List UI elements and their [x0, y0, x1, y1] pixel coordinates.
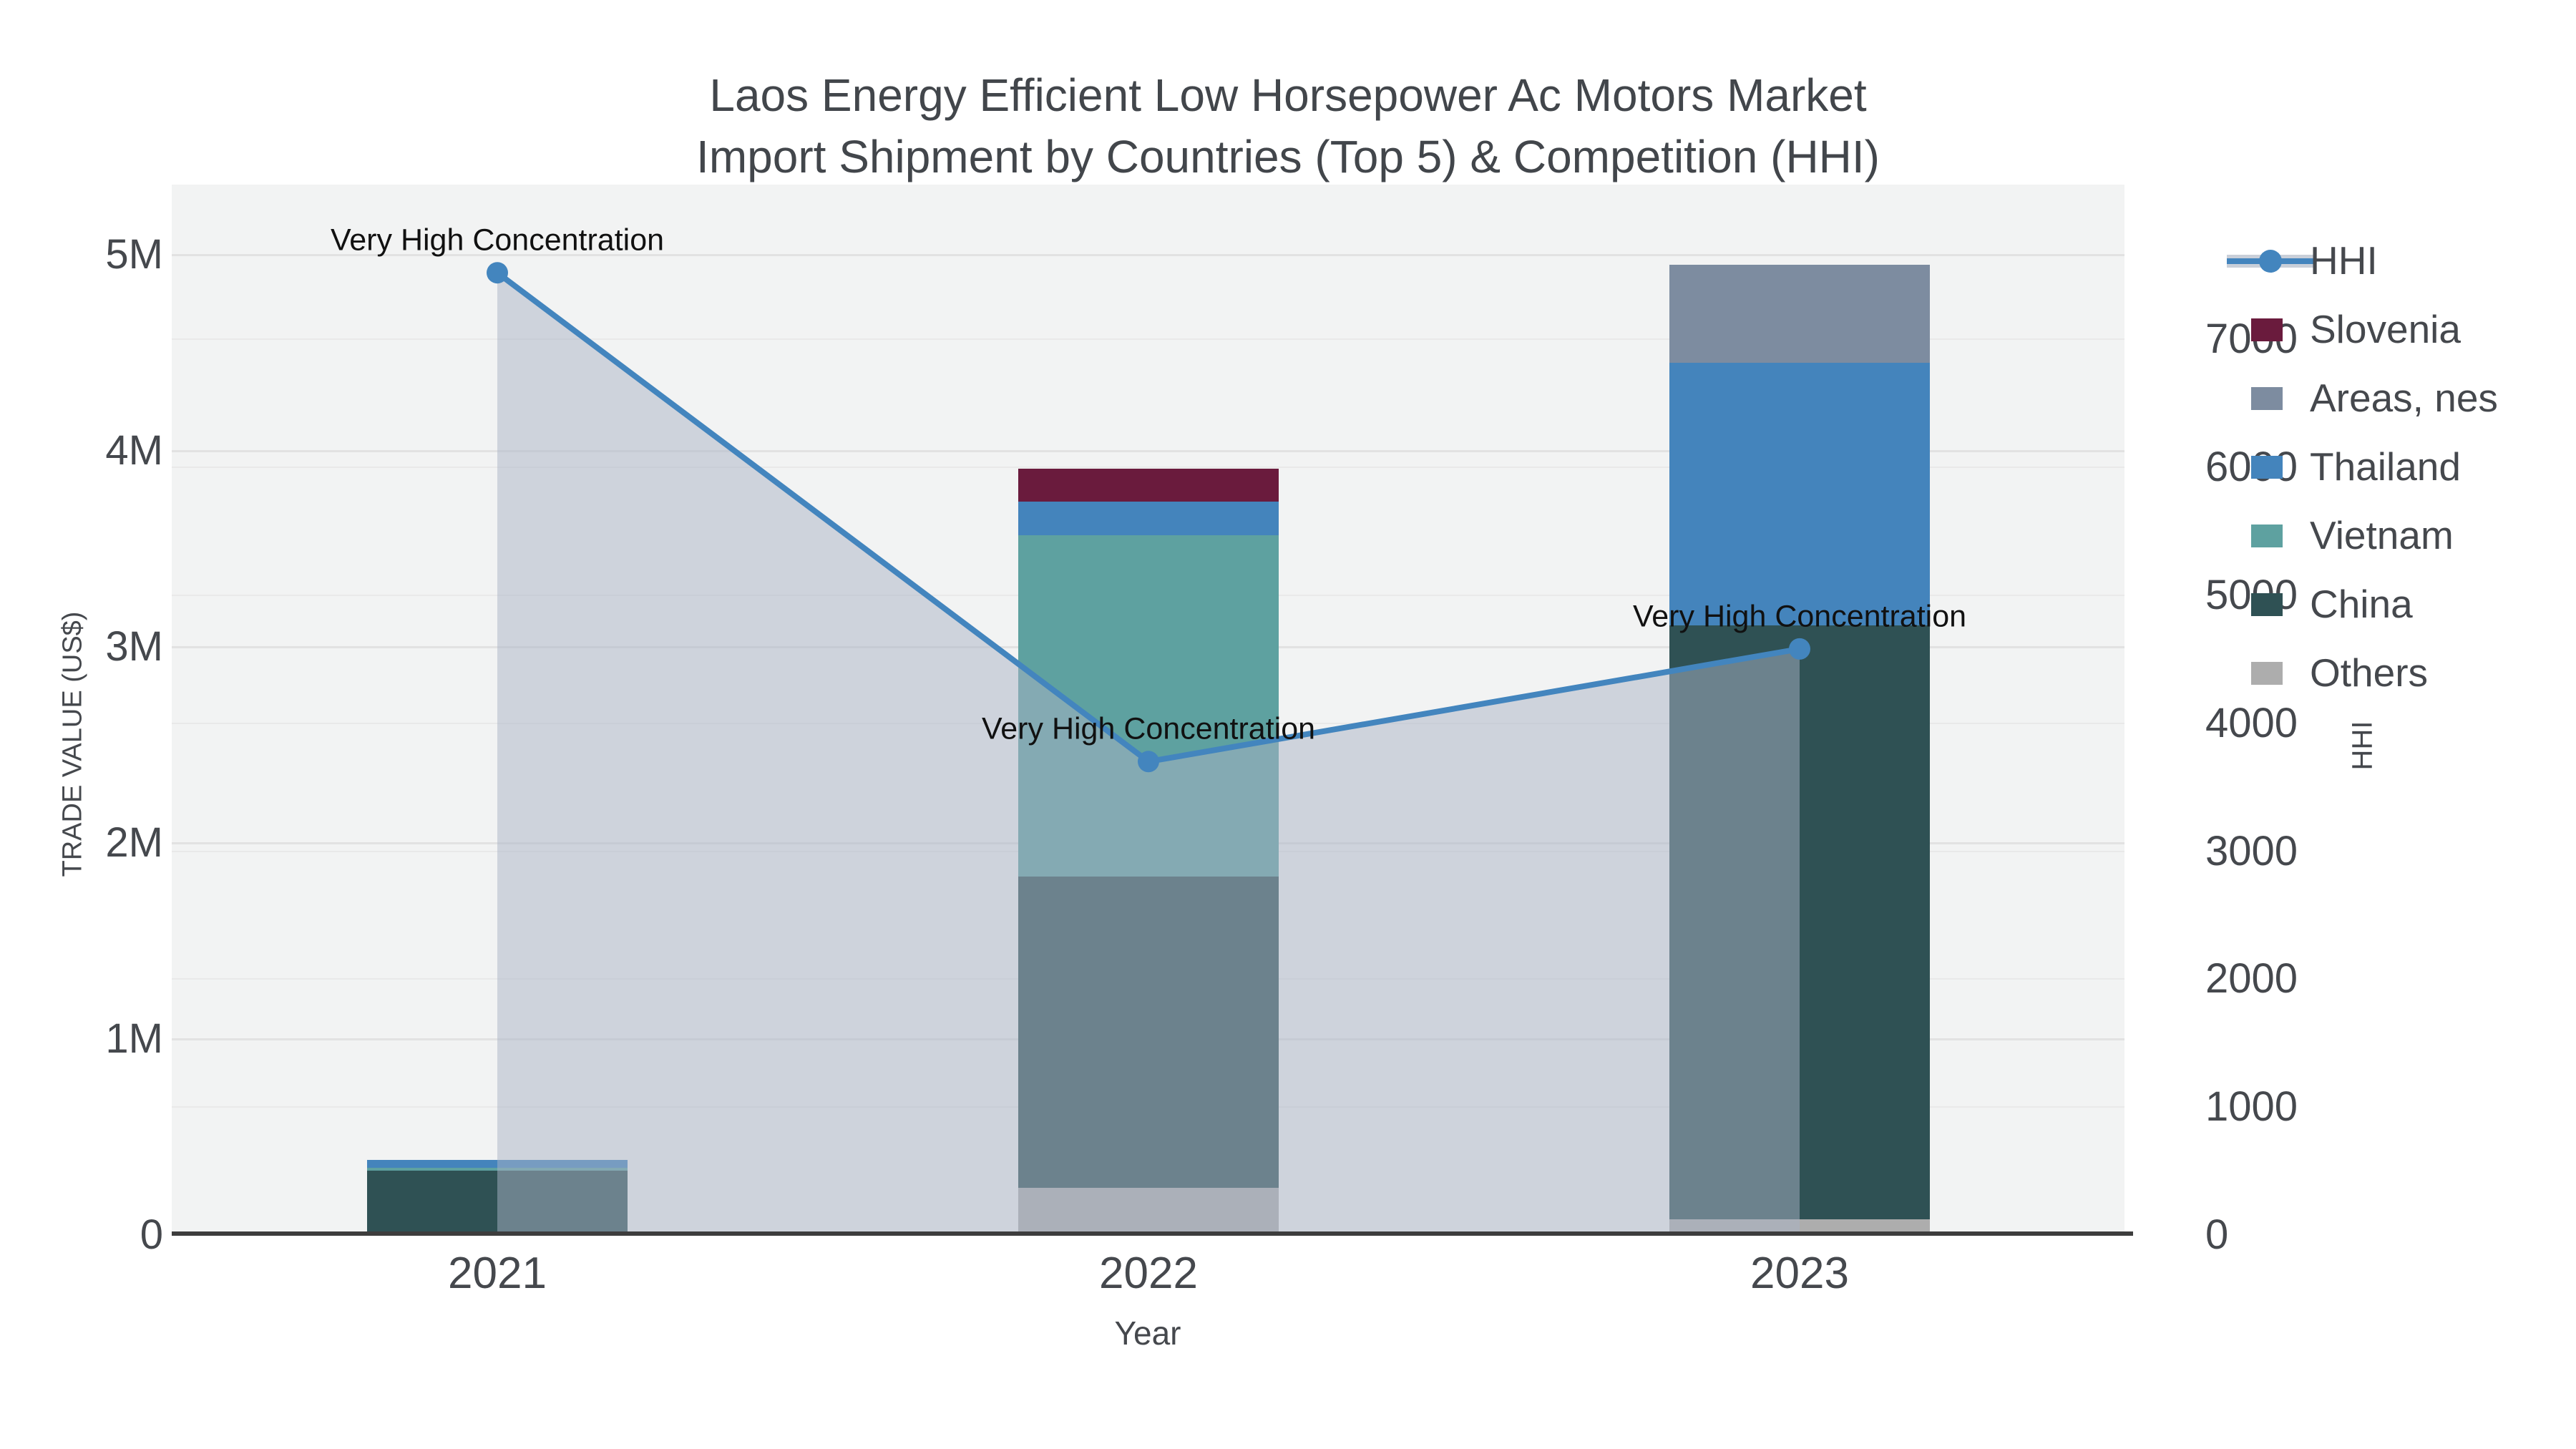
- bar-segment-others-2022[interactable]: [1018, 1188, 1279, 1235]
- x-axis-title: Year: [1114, 1314, 1181, 1352]
- bar-segment-thailand-2023[interactable]: [1669, 362, 1930, 625]
- legend-item-areas-nes[interactable]: Areas, nes: [2227, 364, 2556, 433]
- legend-label-slovenia: Slovenia: [2310, 307, 2461, 351]
- y2-axis-tick-2000: 2000: [2205, 955, 2298, 1002]
- legend-label-hhi: HHI: [2310, 238, 2378, 283]
- annotation-2023: Very High Concentration: [1632, 599, 1967, 634]
- hhi-point-2022[interactable]: [1138, 751, 1159, 773]
- legend-item-hhi[interactable]: HHI: [2227, 227, 2556, 296]
- y2-axis-tick-1000: 1000: [2205, 1083, 2298, 1130]
- y-axis-tick-1M: 1M: [105, 1015, 163, 1062]
- x-axis-tick-2021: 2021: [448, 1249, 547, 1298]
- legend-swatch-china: [2251, 593, 2283, 616]
- bar-segment-china-2022[interactable]: [1018, 876, 1279, 1189]
- y-axis-tick-4M: 4M: [105, 427, 163, 474]
- bar-segment-china-2021[interactable]: [367, 1170, 628, 1235]
- y-axis-tick-2M: 2M: [105, 819, 163, 866]
- legend-label-areas-nes: Areas, nes: [2310, 376, 2498, 420]
- legend-swatch-others: [2251, 662, 2283, 685]
- bar-segment-thailand-2021[interactable]: [367, 1159, 628, 1168]
- y2-axis-tick-4000: 4000: [2205, 700, 2298, 746]
- bar-segment-china-2023[interactable]: [1669, 625, 1930, 1220]
- legend-label-vietnam: Vietnam: [2310, 513, 2454, 557]
- annotation-2022: Very High Concentration: [981, 711, 1316, 746]
- legend-swatch-vietnam: [2251, 525, 2283, 547]
- hhi-point-2021[interactable]: [487, 262, 508, 284]
- legend-item-slovenia[interactable]: Slovenia: [2227, 296, 2556, 364]
- chart-title-line1: Laos Energy Efficient Low Horsepower Ac …: [709, 69, 1867, 121]
- legend-label-thailand: Thailand: [2310, 444, 2461, 489]
- legend-swatch-areas-nes: [2251, 387, 2283, 410]
- y-axis-tick-0: 0: [140, 1211, 163, 1258]
- legend-item-vietnam[interactable]: Vietnam: [2227, 502, 2556, 570]
- chart-title-line2: Import Shipment by Countries (Top 5) & C…: [696, 131, 1880, 182]
- bar-segment-areas-nes-2023[interactable]: [1669, 264, 1930, 363]
- bar-segment-vietnam-2022[interactable]: [1018, 535, 1279, 877]
- legend-item-china[interactable]: China: [2227, 570, 2556, 639]
- y2-axis-title: HHI: [2346, 721, 2379, 771]
- legend-hhi-marker-icon: [2259, 250, 2282, 273]
- bar-segment-vietnam-2021[interactable]: [367, 1167, 628, 1171]
- legend-label-others: Others: [2310, 650, 2429, 695]
- bar-segment-slovenia-2022[interactable]: [1018, 468, 1279, 502]
- legend-swatch-thailand: [2251, 456, 2283, 479]
- legend-item-thailand[interactable]: Thailand: [2227, 433, 2556, 502]
- legend-item-others[interactable]: Others: [2227, 639, 2556, 708]
- legend-label-china: China: [2310, 582, 2413, 626]
- hhi-point-2023[interactable]: [1789, 638, 1810, 660]
- y2-axis-tick-0: 0: [2205, 1211, 2229, 1258]
- annotation-2021: Very High Concentration: [330, 223, 665, 258]
- y-axis-tick-3M: 3M: [105, 623, 163, 670]
- y2-axis-tick-3000: 3000: [2205, 828, 2298, 874]
- x-axis-tick-2023: 2023: [1750, 1249, 1849, 1298]
- legend-swatch-slovenia: [2251, 318, 2283, 341]
- x-axis-tick-2022: 2022: [1099, 1249, 1198, 1298]
- x-axis-line: [172, 1231, 2133, 1236]
- gridline-left-axis: [172, 254, 2124, 256]
- y-axis-tick-5M: 5M: [105, 231, 163, 278]
- bar-segment-thailand-2022[interactable]: [1018, 502, 1279, 535]
